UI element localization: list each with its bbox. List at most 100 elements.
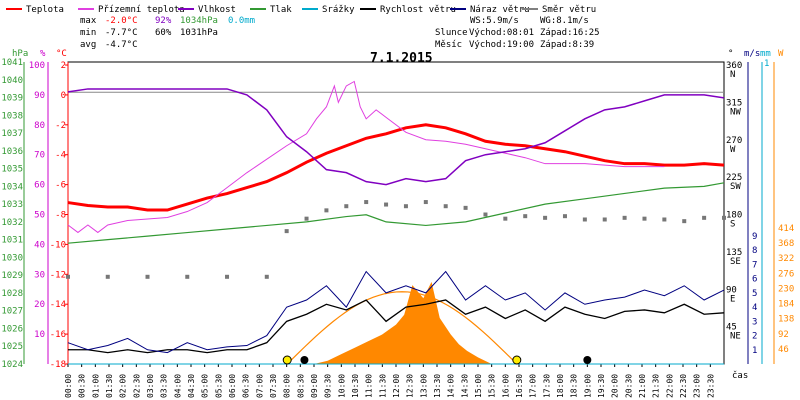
axis-pct-tick: 100 [29, 61, 45, 71]
series-gust [67, 270, 725, 354]
axis-hpa-tick: 1040 [1, 76, 23, 86]
x-tick-label: 00:30 [78, 374, 87, 398]
axis-hpa-tick: 1036 [1, 147, 23, 157]
stat-min-hum: 60% [155, 28, 172, 38]
series-wind [68, 299, 725, 354]
radiation-area [286, 281, 492, 364]
axis-hpa-tick: 1033 [1, 200, 23, 210]
legend: Teplota Přízemní teplota Vlhkost Tlak Srážky… [6, 5, 596, 15]
moon-rise: Východ:19:00 [469, 40, 534, 50]
axis-ms-label: m/s [744, 49, 760, 59]
axis-pct-tick: 50 [34, 211, 45, 221]
x-tick-label: 22:00 [665, 374, 674, 398]
x-tick-label: 15:00 [474, 374, 483, 398]
wind-dir-mark [582, 217, 587, 222]
axis-hpa-tick: 1034 [1, 182, 23, 192]
x-tick-label: 06:00 [228, 374, 237, 398]
x-tick-label: 19:30 [597, 374, 606, 398]
wind-dir-mark [304, 216, 309, 221]
axis-temp-tick: -8 [55, 211, 66, 221]
axis-dir-name: NW [730, 107, 741, 117]
x-axis-label: čas [732, 370, 748, 381]
moon-label: Měsíc [435, 40, 462, 50]
x-tick-label: 11:30 [378, 374, 387, 398]
axis-dir-name: SW [730, 182, 741, 192]
x-tick-label: 08:00 [283, 374, 292, 398]
axis-temp-tick: -4 [55, 151, 66, 161]
wind-dir-mark [364, 200, 369, 205]
legend-item-label: Srážky [322, 5, 355, 15]
axis-hpa-tick: 1028 [1, 289, 23, 299]
legend-item-label: Směr větru [542, 5, 596, 15]
moon-marker [300, 356, 309, 364]
axis-pct-tick: 70 [34, 151, 45, 161]
wind-dir-mark [523, 214, 528, 219]
stats-block: max -2.0°C 92% 1034hPa 0.0mm min -7.7°C … [80, 16, 255, 50]
x-tick-label: 23:30 [706, 374, 715, 398]
axis-wm2-tick: 414 [778, 224, 794, 234]
x-tick-label: 17:00 [529, 374, 538, 398]
axis-wm2-tick: 276 [778, 269, 794, 279]
axis-hpa-tick: 1024 [1, 360, 23, 370]
axis-wm2-tick: 138 [778, 315, 794, 325]
axis-dir-tick: 180 [726, 211, 742, 221]
axis-temp-tick: -14 [50, 300, 66, 310]
axis-ms-tick: 3 [752, 317, 757, 327]
axis-hpa-tick: 1030 [1, 253, 23, 263]
wind-dir-mark [284, 229, 289, 234]
stat-avg-temp: -4.7°C [105, 40, 138, 50]
axis-wm2-label: W [778, 49, 784, 59]
stat-avg-label: avg [80, 40, 96, 50]
axis-temp-tick: -16 [50, 330, 66, 340]
wind-dir-mark [622, 215, 627, 220]
x-tick-label: 21:30 [652, 374, 661, 398]
axis-hpa-tick: 1026 [1, 324, 23, 334]
axis-hpa-tick: 1039 [1, 94, 23, 104]
series-ground [67, 80, 665, 234]
legend-item-label: Vlhkost [198, 5, 236, 15]
wind-dir-mark [185, 274, 190, 279]
x-tick-label: 01:00 [91, 374, 100, 398]
wind-dir-mark [324, 208, 329, 213]
axis-temp-tick: -12 [50, 270, 66, 280]
x-tick-label: 03:00 [146, 374, 155, 398]
x-tick-label: 04:00 [173, 374, 182, 398]
axis-hpa-label: hPa [12, 49, 28, 59]
x-tick-label: 16:00 [501, 374, 510, 398]
axis-ms-tick: 9 [752, 232, 757, 242]
axis-pct-label: % [40, 49, 46, 59]
x-tick-label: 01:30 [105, 374, 114, 398]
sun-rise: Východ:08:01 [469, 28, 534, 38]
axis-hpa-tick: 1037 [1, 129, 23, 139]
wind-dir-mark [562, 214, 567, 219]
wind-wg: WG:8.1m/s [540, 16, 589, 26]
wind-dir-mark [662, 217, 667, 222]
axis-dir-name: S [730, 220, 735, 230]
wind-dir-mark [66, 274, 70, 279]
axis-hpa-tick: 1038 [1, 111, 23, 121]
axis-mm-tick: 1 [764, 59, 769, 69]
legend-item-label: Přízemní teplota [98, 5, 185, 15]
x-tick-label: 20:30 [624, 374, 633, 398]
stat-max-temp: -2.0°C [105, 16, 138, 26]
sun-set: Západ:16:25 [540, 28, 600, 38]
axis-temp-tick: -2 [55, 121, 66, 131]
x-tick-label: 13:30 [433, 374, 442, 398]
axis-temp-tick: -18 [50, 360, 66, 370]
stat-min-label: min [80, 28, 96, 38]
wind-dir-mark [722, 215, 726, 220]
astro-block: WS:5.9m/s WG:8.1m/s Slunce Východ:08:01 … [435, 16, 600, 50]
stat-max-label: max [80, 16, 97, 26]
stat-min-press: 1031hPa [180, 28, 218, 38]
axis-ms-tick: 6 [752, 275, 757, 285]
axis-dir-tick: 90 [726, 285, 737, 295]
axis-wm2-tick: 46 [778, 345, 789, 355]
wind-dir-mark [702, 215, 707, 220]
wind-dir-mark [682, 219, 687, 224]
axis-pct-tick: 30 [34, 270, 45, 280]
series-temp [67, 123, 725, 212]
wind-dir-mark [443, 204, 448, 209]
axis-ms-tick: 1 [752, 346, 757, 356]
axis-dir-tick: 45 [726, 323, 737, 333]
